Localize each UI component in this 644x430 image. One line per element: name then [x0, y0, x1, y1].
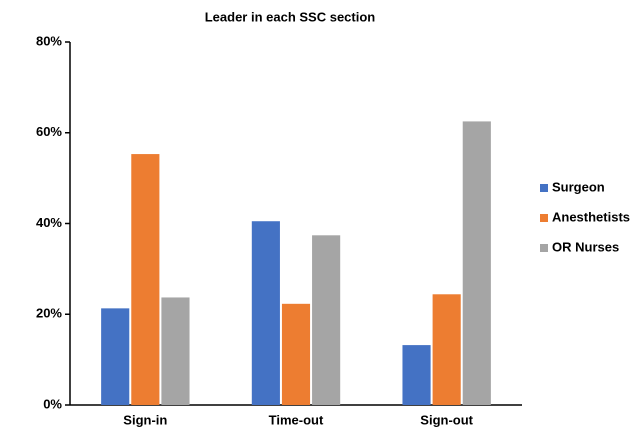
legend-label: OR Nurses [552, 239, 619, 254]
bar [312, 235, 341, 405]
y-tick-label: 20% [36, 306, 62, 321]
bar [131, 154, 160, 405]
legend-label: Anesthetists [552, 209, 630, 224]
legend-swatch [540, 214, 548, 222]
bar [101, 308, 130, 405]
y-tick-label: 0% [43, 396, 62, 411]
x-tick-label: Time-out [269, 412, 324, 427]
bar [281, 303, 311, 405]
bar [432, 294, 461, 405]
x-tick-label: Sign-in [123, 412, 167, 427]
bar [251, 221, 280, 405]
legend-label: Surgeon [552, 179, 605, 194]
legend-swatch [540, 244, 548, 252]
y-tick-label: 60% [36, 124, 62, 139]
legend-swatch [540, 184, 548, 192]
bar [161, 297, 190, 405]
bar [462, 121, 491, 405]
y-tick-label: 40% [36, 215, 62, 230]
y-tick-label: 80% [36, 33, 62, 48]
bar [402, 345, 431, 405]
x-tick-label: Sign-out [420, 412, 473, 427]
chart-title: Leader in each SSC section [205, 9, 376, 24]
